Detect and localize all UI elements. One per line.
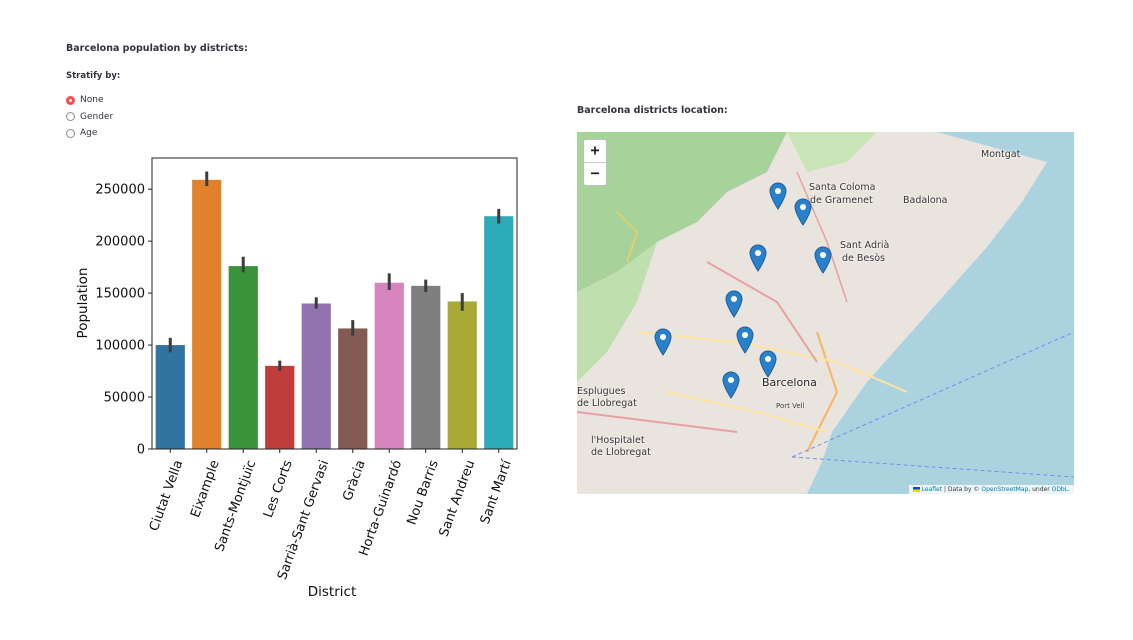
place-label-montgat: Montgat [981,149,1021,160]
map-marker-icon[interactable] [769,182,787,210]
place-label-sant-adria: Sant Adrià [840,240,890,251]
place-label-esplugues-llobregat: de Llobregat [577,398,637,409]
leaflet-link[interactable]: Leaflet [921,486,943,493]
y-tick-label-0: 0 [137,443,145,458]
place-label-gramenet: de Gramenet [810,195,873,206]
map-marker-icon[interactable] [814,246,832,274]
radio-none-label: None [80,95,104,106]
bar-9 [484,216,514,449]
x-tick-label-0: Ciutat Vella [147,458,187,533]
zoom-in-button[interactable]: + [584,140,606,163]
radio-age-indicator[interactable] [66,128,75,138]
odbl-link[interactable]: ODbL. [1051,486,1070,493]
x-tick-label-3: Les Corts [261,458,296,520]
openstreetmap-link[interactable]: OpenStreetMap [981,486,1029,493]
y-tick-label-4: 200000 [95,235,145,250]
plot-frame [151,157,518,450]
radio-gender[interactable]: Gender [66,109,113,126]
map-marker-icon[interactable] [654,328,672,356]
radio-age-label: Age [80,128,98,139]
bar-5 [338,328,368,449]
x-axis-label: District [308,584,357,600]
districts-map[interactable]: Montgat Santa Coloma de Gramenet Badalon… [577,132,1074,494]
place-label-hospitalet-llobregat: de Llobregat [591,447,651,458]
bar-6 [374,282,404,449]
stratify-radio-group: None Gender Age [66,92,113,142]
map-section-title: Barcelona districts location: [577,105,728,116]
attribution-under-text: , under [1028,486,1050,493]
x-tick-label-7: Nou Barris [404,458,441,527]
bar-1 [192,179,222,449]
place-label-port-vell: Port Vell [776,402,805,410]
x-tick-label-5: Gràcia [340,458,369,503]
map-marker-icon[interactable] [736,326,754,354]
place-label-santa-coloma: Santa Coloma [809,182,876,193]
x-tick-label-1: Eixample [188,458,223,520]
map-marker-icon[interactable] [794,198,812,226]
x-tick-label-9: Sant Martí [478,458,515,526]
map-marker-icon[interactable] [759,350,777,378]
place-label-esplugues: Esplugues [577,386,626,397]
y-tick-label-3: 150000 [95,287,145,302]
ukraine-flag-icon [912,487,920,492]
bar-4 [301,303,331,449]
y-axis-label: Population [75,268,91,339]
radio-gender-label: Gender [80,111,114,122]
place-label-hospitalet: l'Hospitalet [591,435,645,446]
place-label-badalona: Badalona [903,195,948,206]
zoom-control: + − [583,139,607,186]
place-label-besos: de Besòs [842,253,885,264]
y-tick-label-5: 250000 [95,183,145,198]
radio-gender-indicator[interactable] [66,112,75,122]
attribution-data-text: | Data by © [944,486,980,493]
bar-3 [265,365,295,449]
x-tick-label-8: Sant Andreu [437,458,479,539]
place-label-barcelona: Barcelona [762,376,817,389]
population-section-title: Barcelona population by districts: [66,43,248,54]
zoom-out-button[interactable]: − [590,164,600,182]
map-attribution: Leaflet | Data by © OpenStreetMap, under… [908,485,1074,494]
bar-7 [411,285,441,449]
radio-none-indicator[interactable] [66,95,75,105]
population-bar-chart: 0 50000 100000 150000 200000 250000 Ciutat Ve… [75,157,518,600]
bar-0 [155,345,185,449]
y-tick-label-1: 50000 [104,391,145,406]
y-tick-label-2: 100000 [95,339,145,354]
bar-2 [228,266,258,449]
radio-age[interactable]: Age [66,125,113,142]
map-marker-icon[interactable] [722,371,740,399]
radio-none[interactable]: None [66,92,113,109]
map-tiles [577,132,1074,494]
bar-8 [447,301,477,449]
map-marker-icon[interactable] [725,290,743,318]
map-marker-icon[interactable] [749,244,767,272]
stratify-label: Stratify by: [66,71,121,81]
